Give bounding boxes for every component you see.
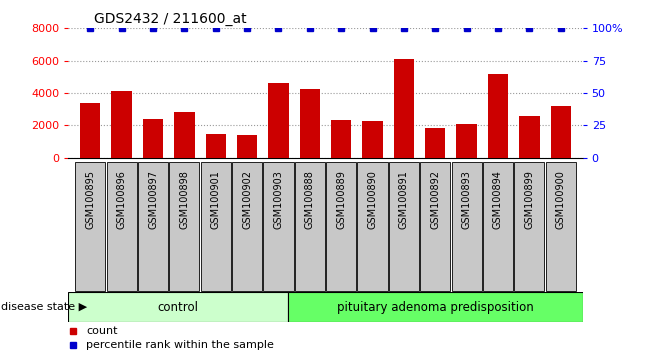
FancyBboxPatch shape [76,162,105,291]
FancyBboxPatch shape [232,162,262,291]
Bar [80,103,100,158]
Text: count: count [87,326,118,336]
Text: control: control [158,301,199,314]
Text: GSM100892: GSM100892 [430,170,440,229]
Bar [111,91,132,158]
FancyBboxPatch shape [546,162,575,291]
Text: GSM100890: GSM100890 [368,170,378,229]
Bar [331,120,352,158]
Text: percentile rank within the sample: percentile rank within the sample [87,340,274,350]
FancyBboxPatch shape [514,162,544,291]
FancyBboxPatch shape [107,162,137,291]
Bar [268,83,288,158]
FancyBboxPatch shape [389,162,419,291]
Text: GSM100900: GSM100900 [556,170,566,229]
FancyBboxPatch shape [483,162,513,291]
Text: GSM100894: GSM100894 [493,170,503,229]
FancyBboxPatch shape [68,292,288,322]
Text: GSM100896: GSM100896 [117,170,127,229]
Bar [143,119,163,158]
Bar [456,124,477,158]
Bar [394,59,414,158]
Bar [299,89,320,158]
FancyBboxPatch shape [138,162,168,291]
Text: GSM100891: GSM100891 [399,170,409,229]
Text: GSM100903: GSM100903 [273,170,283,229]
Text: GSM100895: GSM100895 [85,170,95,229]
FancyBboxPatch shape [326,162,356,291]
Text: GDS2432 / 211600_at: GDS2432 / 211600_at [94,12,247,26]
Bar [206,134,226,158]
Bar [237,135,257,158]
FancyBboxPatch shape [420,162,450,291]
Text: GSM100889: GSM100889 [336,170,346,229]
Bar [425,128,445,158]
Bar [174,112,195,158]
Bar [488,74,508,158]
Text: GSM100902: GSM100902 [242,170,252,229]
FancyBboxPatch shape [452,162,482,291]
Bar [551,106,571,158]
Text: GSM100901: GSM100901 [211,170,221,229]
Text: GSM100899: GSM100899 [524,170,534,229]
FancyBboxPatch shape [288,292,583,322]
FancyBboxPatch shape [295,162,325,291]
FancyBboxPatch shape [169,162,199,291]
Text: GSM100897: GSM100897 [148,170,158,229]
Bar [363,121,383,158]
Text: GSM100888: GSM100888 [305,170,315,229]
FancyBboxPatch shape [264,162,294,291]
Text: GSM100893: GSM100893 [462,170,471,229]
Bar [519,115,540,158]
Text: GSM100898: GSM100898 [180,170,189,229]
FancyBboxPatch shape [201,162,231,291]
Text: disease state ▶: disease state ▶ [1,302,87,312]
Text: pituitary adenoma predisposition: pituitary adenoma predisposition [337,301,534,314]
FancyBboxPatch shape [357,162,387,291]
